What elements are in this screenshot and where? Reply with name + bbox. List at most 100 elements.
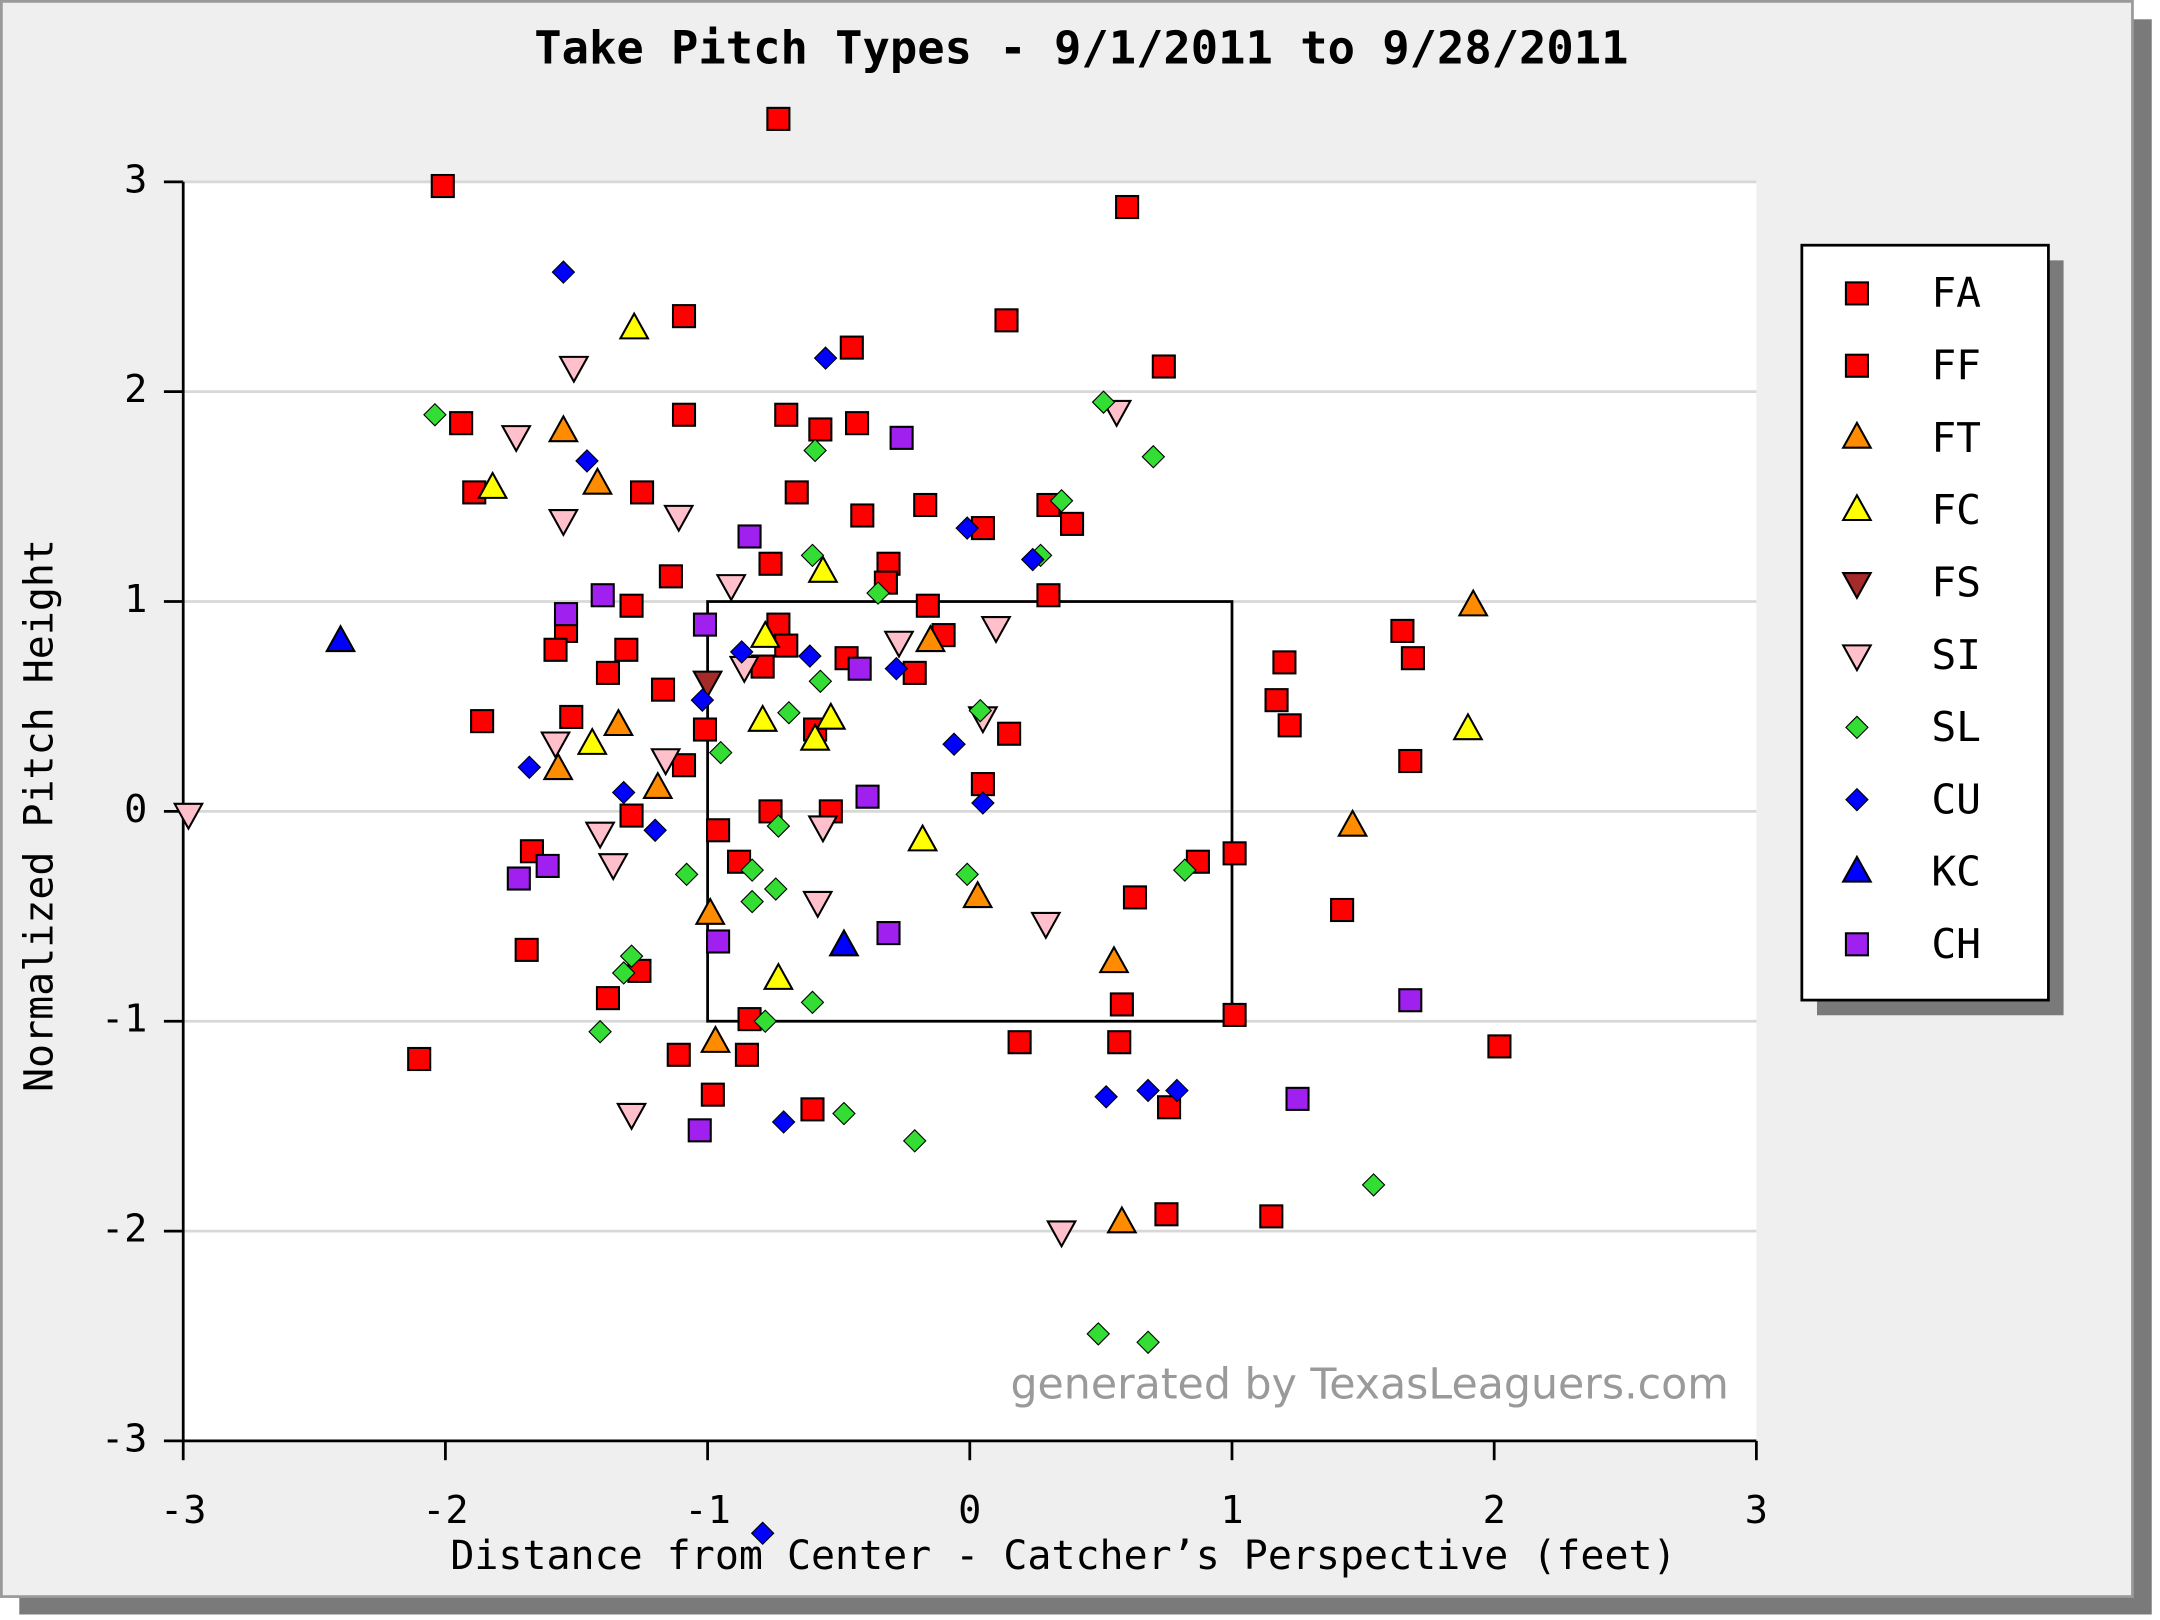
point: [766, 106, 791, 131]
y-tick-label: 0: [124, 787, 147, 832]
point: [850, 503, 875, 528]
point: [955, 862, 979, 887]
x-tick-label: 1: [1220, 1488, 1243, 1533]
point: [559, 704, 584, 730]
y-tick-label: -1: [101, 997, 147, 1042]
x-tick-label: 2: [1483, 1488, 1506, 1533]
point: [847, 656, 872, 681]
point: [883, 630, 915, 659]
x-tick-label: 3: [1745, 1488, 1768, 1533]
point: [643, 818, 667, 843]
point: [539, 731, 572, 760]
point: [535, 853, 560, 878]
point: [747, 703, 779, 732]
point: [1361, 1173, 1386, 1197]
point: [808, 669, 833, 694]
point: [619, 593, 644, 618]
point: [558, 355, 590, 384]
point: [1487, 1034, 1512, 1059]
point: [771, 1110, 796, 1134]
point: [1030, 911, 1062, 940]
point: [807, 815, 839, 844]
point: [763, 877, 788, 901]
point: [884, 656, 909, 681]
point: [715, 574, 747, 603]
point: [1107, 1030, 1132, 1055]
point: [1049, 489, 1074, 513]
point: [1452, 712, 1484, 741]
legend-marker: [1841, 420, 1873, 449]
point: [1020, 547, 1045, 572]
point: [407, 1046, 432, 1072]
point: [942, 732, 966, 757]
point: [547, 414, 579, 443]
point: [734, 1042, 759, 1067]
point: [1151, 354, 1176, 379]
legend-marker: [1841, 854, 1873, 883]
point: [902, 660, 927, 685]
legend-marker: [1844, 932, 1869, 957]
chart-title: Take Pitch Types - 9/1/2011 to 9/28/2011: [534, 21, 1628, 74]
point: [1091, 390, 1116, 414]
y-tick-label: -3: [101, 1416, 147, 1461]
point: [813, 346, 838, 370]
point: [423, 402, 447, 427]
point: [1277, 713, 1302, 738]
point: [449, 411, 474, 436]
point: [914, 624, 946, 653]
point: [687, 1118, 712, 1143]
point: [614, 637, 639, 662]
point: [800, 1097, 825, 1122]
legend-marker: [1841, 644, 1873, 673]
y-tick-label: 1: [124, 577, 147, 622]
point: [915, 593, 940, 618]
legend-label: CU: [1931, 775, 1981, 823]
point: [699, 1024, 731, 1053]
point: [517, 755, 542, 780]
legend-label: FA: [1931, 269, 1981, 317]
point: [700, 1082, 725, 1107]
point: [777, 700, 801, 725]
legend-label: SI: [1931, 631, 1981, 679]
legend-marker: [1841, 493, 1873, 522]
point: [907, 823, 939, 852]
legend-label: KC: [1931, 848, 1981, 896]
point: [1330, 897, 1355, 923]
point: [1264, 688, 1289, 713]
strike-zone: [706, 600, 1234, 1023]
point: [543, 637, 568, 662]
point: [800, 990, 825, 1015]
point: [1106, 1205, 1138, 1234]
point: [1259, 1204, 1284, 1229]
y-tick-label: 3: [124, 157, 147, 202]
point: [762, 961, 794, 990]
point: [808, 417, 833, 442]
watermark: generated by TexasLeaguers.com: [1010, 1360, 1728, 1410]
point: [671, 304, 697, 329]
legend-marker: [1845, 715, 1869, 740]
legend-label: FS: [1931, 558, 1981, 606]
y-axis-label: Normalized Pitch Height: [16, 539, 62, 1092]
point: [663, 504, 695, 533]
legend-label: FF: [1931, 341, 1981, 389]
point: [1109, 992, 1134, 1017]
point: [803, 438, 827, 463]
point: [740, 889, 764, 914]
point: [581, 466, 614, 495]
legend-label: FT: [1931, 414, 1981, 462]
point: [1157, 1095, 1182, 1120]
x-tick-label: 0: [958, 1488, 981, 1533]
point: [619, 944, 644, 968]
point: [1398, 988, 1423, 1013]
legend: FA FF FT FC FS SI SL CU KC CH: [1841, 269, 1981, 968]
point: [706, 818, 731, 843]
point: [500, 425, 532, 454]
point: [740, 858, 764, 882]
point: [1285, 1086, 1310, 1111]
x-tick-label: -1: [684, 1488, 730, 1533]
point: [542, 752, 574, 781]
axes: -3 -2 -1 0 1 2 3 -3 -2 -1 0 1 2 3: [101, 157, 1768, 1533]
x-tick-label: -3: [160, 1488, 206, 1533]
